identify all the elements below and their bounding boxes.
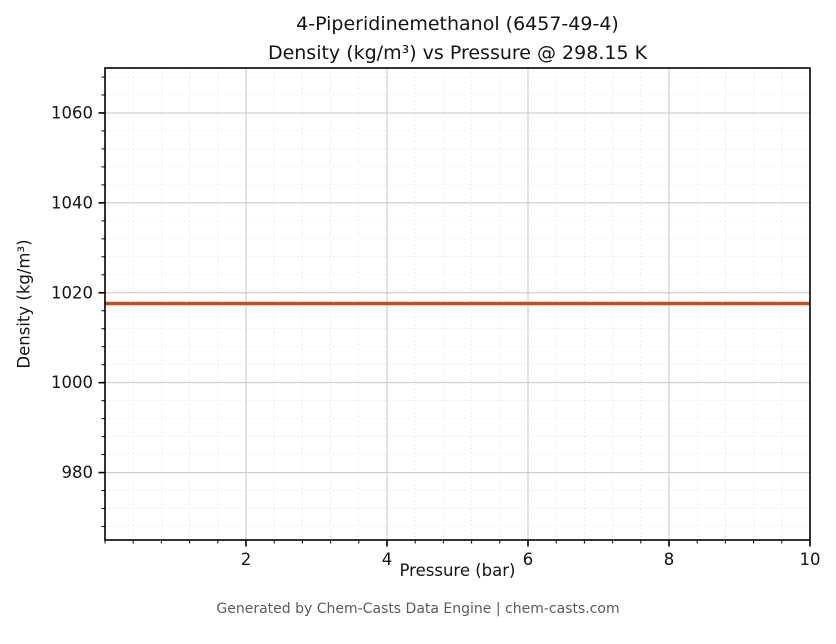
y-axis-label: Density (kg/m³): [14, 239, 34, 369]
tick-label: 4: [382, 550, 393, 569]
tick-label: 10: [800, 550, 821, 569]
footer-attribution: Generated by Chem-Casts Data Engine | ch…: [216, 601, 620, 617]
axes-border: [104, 67, 811, 541]
tick-label: 1060: [51, 103, 93, 122]
chart-title: 4-Piperidinemethanol (6457-49-4) Density…: [105, 10, 810, 68]
tick-label: 1000: [51, 373, 93, 392]
tick-label: 1020: [51, 283, 93, 302]
x-axis-label: Pressure (bar): [399, 561, 516, 580]
tick-label: 2: [241, 550, 252, 569]
tick-label: 980: [62, 463, 94, 482]
chart-title-line1: 4-Piperidinemethanol (6457-49-4): [296, 13, 619, 35]
tick-label: 1040: [51, 193, 93, 212]
chart-title-line2: Density (kg/m³) vs Pressure @ 298.15 K: [267, 42, 648, 64]
tick-label: 6: [523, 550, 534, 569]
tick-label: 8: [664, 550, 675, 569]
